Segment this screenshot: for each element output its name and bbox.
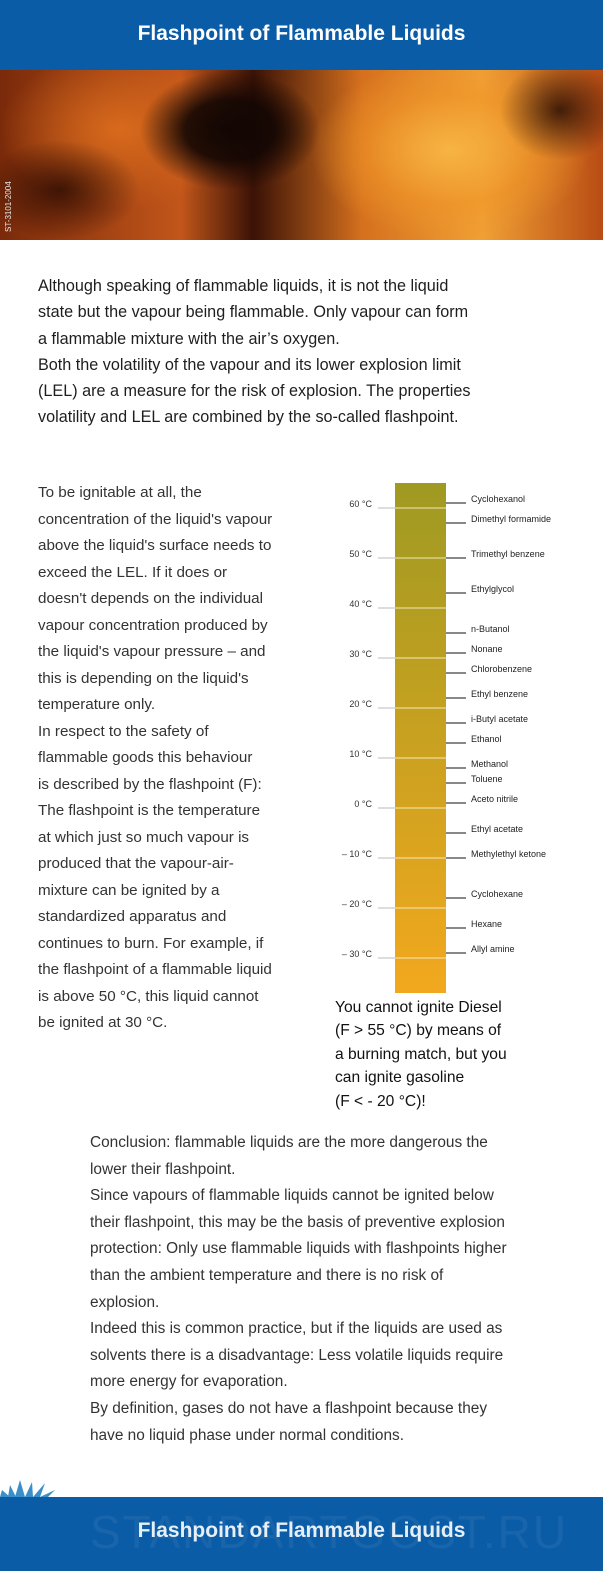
intro-paragraph: Although speaking of flammable liquids, … [38,273,470,431]
text-line: continues to burn. For example, if [38,934,264,952]
diesel-gasoline-caption: You cannot ignite Diesel (F > 55 °C) by m… [335,996,507,1113]
tick-label: – 20 °C [342,899,373,909]
compound-label: Cyclohexanol [471,494,525,504]
flame-image [0,70,603,240]
document-code: ST-3101-2004 [4,181,13,232]
conclusion-text: Conclusion: flammable liquids are the mo… [90,1130,507,1449]
text-line: Conclusion: flammable liquids are the mo… [90,1134,488,1151]
text-line: is above 50 °C, this liquid cannot [38,987,259,1005]
explanation-text: To be ignitable at all, the concentration… [38,480,272,1037]
text-line: Since vapours of flammable liquids canno… [90,1187,494,1205]
text-line: solvents there is a disadvantage: Less v… [90,1346,504,1364]
text-line: is described by the flashpoint (F): [38,775,262,793]
compound-label: Ethyl acetate [471,824,523,834]
text-line: at which just so much vapour is [38,828,250,846]
compound-label: Cyclohexane [471,889,523,899]
text-line: doesn't depends on the individual [38,590,263,607]
header-title-band: Flashpoint of Flammable Liquids [0,0,603,70]
compound-label: n-Butanol [471,624,510,634]
compound-label: Trimethyl benzene [471,549,545,559]
text-line: The flashpoint is the temperature [38,802,261,819]
text-line: can ignite gasoline [335,1069,465,1087]
text-line: mixture can be ignited by a [38,881,220,899]
header-title: Flashpoint of Flammable Liquids [137,22,466,45]
text-line: In respect to the safety of [38,722,209,740]
text-line: (LEL) are a measure for the risk of expl… [38,382,471,401]
text-line: be ignited at 30 °C. [38,1014,168,1031]
compound-label: Methylethyl ketone [471,849,546,859]
compound-label: i-Butyl acetate [471,714,528,724]
text-line: explosion. [90,1293,160,1311]
text-line: their flashpoint, this may be the basis … [90,1213,505,1231]
tick-label: 60 °C [349,499,372,509]
text-line: than the ambient temperature and there i… [90,1266,444,1284]
tick-label: 20 °C [349,699,372,709]
text-line: protection: Only use flammable liquids w… [90,1240,507,1258]
compound-label: Ethyl benzene [471,689,528,699]
text-line: Indeed this is common practice, but if t… [90,1320,503,1338]
text-line: the liquid's vapour pressure – and [38,643,266,660]
text-line: volatility and LEL are combined by the s… [38,408,459,427]
text-line: (F < - 20 °C)! [335,1092,426,1110]
text-line: have no liquid phase under normal condit… [90,1426,405,1444]
footer-title-band: Flashpoint of Flammable Liquids [0,1497,603,1571]
text-line: (F > 55 °C) by means of [335,1022,502,1040]
tick-label: 50 °C [349,549,372,559]
compound-label: Methanol [471,759,508,769]
compound-label: Toluene [471,774,503,784]
compound-label: Chlorobenzene [471,664,532,674]
compound-label: Hexane [471,919,502,929]
watermark: STANDARTGOST.RU [90,1506,569,1558]
text-line: temperature only. [38,696,156,713]
compound-label: Nonane [471,644,503,654]
text-line: exceed the LEL. If it does or [38,563,228,581]
text-line: standardized apparatus and [38,908,227,925]
tick-label: 30 °C [349,649,372,659]
temperature-bar [395,483,446,993]
text-line: this is depending on the liquid's [38,669,249,687]
text-line: Both the volatility of the vapour and it… [38,355,461,374]
text-line: produced that the vapour-air- [38,855,234,872]
compound-label: Allyl amine [471,944,515,954]
text-line: vapour concentration produced by [38,616,268,634]
compound-label: Aceto nitrile [471,794,518,804]
text-line: flammable goods this behaviour [38,749,253,766]
tick-label: 40 °C [349,599,372,609]
tick-label: – 10 °C [342,849,373,859]
tick-label: – 30 °C [342,949,373,959]
text-line: the flashpoint of a flammable liquid [38,961,272,978]
text-line: a flammable mixture with the air’s oxyge… [38,329,340,348]
text-line: lower their flashpoint. [90,1160,236,1178]
compound-label: Ethylglycol [471,584,514,594]
text-line: To be ignitable at all, the [38,484,202,501]
text-line: By definition, gases do not have a flash… [90,1399,488,1417]
text-line: above the liquid's surface needs to [38,537,272,554]
compound-label: Ethanol [471,734,502,744]
tick-label: 10 °C [349,749,372,759]
footer-title: Flashpoint of Flammable Liquids [137,1519,466,1542]
text-line: state but the vapour being flammable. On… [38,303,469,322]
text-line: You cannot ignite Diesel [335,999,502,1016]
tick-label: 0 °C [354,799,372,809]
text-line: Although speaking of flammable liquids, … [38,277,449,295]
text-line: a burning match, but you [335,1045,507,1063]
compound-label: Dimethyl formamide [471,514,551,524]
sun-logo-icon [0,1480,55,1497]
text-line: more energy for evaporation. [90,1373,288,1391]
text-line: concentration of the liquid's vapour [38,510,273,528]
